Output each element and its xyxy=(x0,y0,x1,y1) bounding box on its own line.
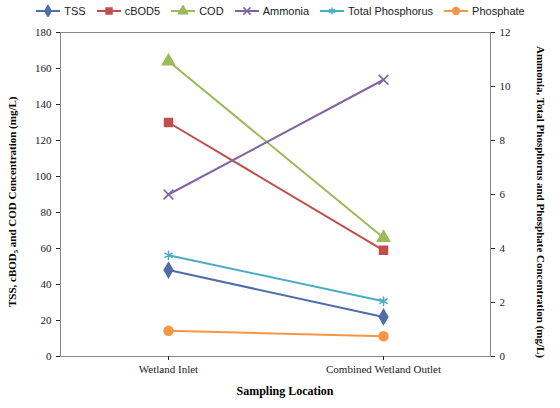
svg-text:100: 100 xyxy=(35,170,52,182)
svg-text:140: 140 xyxy=(35,98,52,110)
svg-text:80: 80 xyxy=(41,206,53,218)
svg-text:2: 2 xyxy=(500,296,506,308)
html-text:Total Phosphorus: Total Phosphorus xyxy=(348,5,434,17)
svg-text:6: 6 xyxy=(500,188,506,200)
html-text:Ammonia, Total Phosphorus and: Ammonia, Total Phosphorus and Phosphate … xyxy=(534,46,547,358)
svg-text:4: 4 xyxy=(500,242,506,254)
html-text:cBOD5: cBOD5 xyxy=(124,5,161,17)
svg-text:60: 60 xyxy=(41,242,53,254)
svg-text:160: 160 xyxy=(35,62,52,74)
svg-text:20: 20 xyxy=(41,314,53,326)
html-text:TSS: TSS xyxy=(64,5,86,17)
svg-text:Wetland Inlet: Wetland Inlet xyxy=(139,363,198,375)
svg-text:Combined Wetland Outlet: Combined Wetland Outlet xyxy=(326,363,441,375)
svg-text:8: 8 xyxy=(500,134,506,146)
html-text:COD: COD xyxy=(199,5,224,17)
svg-text:10: 10 xyxy=(500,80,512,92)
svg-text:180: 180 xyxy=(35,26,52,38)
html-text:Sampling Location: Sampling Location xyxy=(236,384,334,398)
svg-text:0: 0 xyxy=(500,350,506,362)
svg-text:0: 0 xyxy=(46,350,52,362)
svg-text:12: 12 xyxy=(500,26,511,38)
html-text:TSS, cBOD₅ and COD Concentrati: TSS, cBOD₅ and COD Concentration (mg/L) xyxy=(6,96,18,308)
svg-text:120: 120 xyxy=(35,134,52,146)
html-text:Ammonia: Ammonia xyxy=(262,5,310,17)
html-text:Phosphate: Phosphate xyxy=(472,5,525,17)
svg-text:40: 40 xyxy=(41,278,53,290)
